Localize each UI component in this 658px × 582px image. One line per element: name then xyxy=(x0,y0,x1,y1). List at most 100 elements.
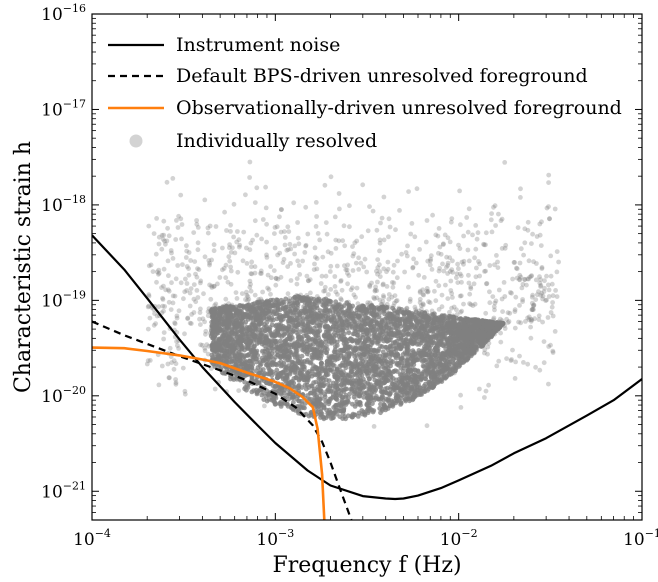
resolved-source-point xyxy=(266,397,272,402)
resolved-source-point xyxy=(356,255,361,261)
resolved-source-point xyxy=(328,396,334,401)
resolved-source-point xyxy=(222,209,228,215)
resolved-source-point xyxy=(411,362,417,368)
resolved-source-point xyxy=(342,346,348,351)
resolved-source-point xyxy=(440,261,445,267)
resolved-source-point xyxy=(373,307,379,313)
resolved-source-point xyxy=(356,351,362,357)
resolved-source-point xyxy=(214,318,219,324)
resolved-source-point xyxy=(343,392,349,398)
resolved-source-point xyxy=(409,385,415,390)
resolved-source-point xyxy=(237,303,243,308)
resolved-source-point xyxy=(420,314,425,320)
resolved-source-point xyxy=(341,354,346,360)
resolved-source-point xyxy=(525,219,531,225)
resolved-source-point xyxy=(332,274,338,279)
resolved-source-point xyxy=(337,405,342,411)
resolved-source-point xyxy=(333,403,338,408)
resolved-source-point xyxy=(374,348,380,354)
resolved-source-point xyxy=(548,253,554,259)
resolved-source-point xyxy=(518,186,523,192)
resolved-source-point xyxy=(299,364,305,370)
resolved-source-point xyxy=(329,314,334,320)
resolved-source-point xyxy=(278,297,284,303)
resolved-source-point xyxy=(381,389,387,395)
resolved-source-point xyxy=(465,229,471,235)
resolved-source-point xyxy=(235,329,241,335)
resolved-source-point xyxy=(220,345,226,350)
resolved-source-point xyxy=(410,314,416,319)
resolved-source-point xyxy=(365,343,371,349)
resolved-source-point xyxy=(395,323,400,329)
resolved-source-point xyxy=(417,351,423,356)
resolved-source-point xyxy=(326,401,332,407)
resolved-source-point xyxy=(378,401,383,407)
resolved-source-point xyxy=(357,369,363,374)
resolved-source-point xyxy=(269,315,275,321)
resolved-source-point xyxy=(284,313,290,319)
resolved-source-point xyxy=(493,298,499,304)
resolved-source-point xyxy=(264,362,270,367)
resolved-source-point xyxy=(260,349,265,355)
resolved-source-point xyxy=(156,382,162,388)
resolved-source-point xyxy=(481,242,487,248)
resolved-source-point xyxy=(528,324,533,330)
resolved-source-point xyxy=(429,267,435,272)
resolved-source-point xyxy=(260,217,266,222)
resolved-source-point xyxy=(449,216,455,222)
resolved-source-point xyxy=(508,358,514,363)
resolved-source-point xyxy=(448,330,454,335)
resolved-source-point xyxy=(359,324,364,330)
resolved-source-point xyxy=(224,335,230,341)
resolved-source-point xyxy=(334,349,340,355)
resolved-source-point xyxy=(482,269,487,274)
resolved-source-point xyxy=(517,260,523,266)
resolved-source-point xyxy=(461,301,466,307)
resolved-source-point xyxy=(170,300,176,306)
resolved-source-point xyxy=(178,280,184,286)
resolved-source-point xyxy=(352,354,358,359)
resolved-source-point xyxy=(364,331,370,337)
resolved-source-point xyxy=(174,218,179,223)
resolved-source-point xyxy=(361,394,367,400)
resolved-source-point xyxy=(244,261,250,266)
resolved-source-point xyxy=(330,415,336,421)
resolved-source-point xyxy=(339,387,344,392)
resolved-source-point xyxy=(489,211,494,217)
resolved-source-point xyxy=(176,308,182,314)
resolved-source-point xyxy=(391,308,397,313)
resolved-source-point xyxy=(420,359,425,364)
resolved-source-point xyxy=(476,317,481,323)
resolved-source-point xyxy=(182,391,188,397)
resolved-source-point xyxy=(378,220,383,226)
resolved-source-point xyxy=(197,316,202,322)
resolved-source-point xyxy=(296,398,301,404)
resolved-source-point xyxy=(368,347,374,353)
resolved-source-point xyxy=(390,376,396,381)
resolved-source-point xyxy=(262,357,268,363)
resolved-source-point xyxy=(377,297,383,303)
resolved-source-point xyxy=(438,320,444,326)
resolved-source-point xyxy=(422,319,428,325)
resolved-source-point xyxy=(554,294,560,299)
resolved-source-point xyxy=(441,373,447,379)
resolved-source-point xyxy=(364,402,370,408)
resolved-source-point xyxy=(541,339,547,344)
resolved-source-point xyxy=(320,340,325,346)
resolved-source-point xyxy=(310,346,316,352)
resolved-source-point xyxy=(370,340,376,346)
resolved-source-point xyxy=(438,377,444,383)
resolved-source-point xyxy=(463,356,469,361)
resolved-source-point xyxy=(488,217,494,223)
resolved-source-point xyxy=(350,303,355,309)
resolved-source-point xyxy=(374,358,380,364)
resolved-source-point xyxy=(286,229,292,235)
resolved-source-point xyxy=(357,337,362,343)
resolved-source-point xyxy=(288,261,293,266)
resolved-source-point xyxy=(336,191,342,196)
resolved-source-point xyxy=(268,303,273,309)
resolved-source-point xyxy=(380,364,385,369)
resolved-source-point xyxy=(336,325,342,331)
resolved-source-point xyxy=(316,335,321,341)
resolved-source-point xyxy=(286,396,291,402)
